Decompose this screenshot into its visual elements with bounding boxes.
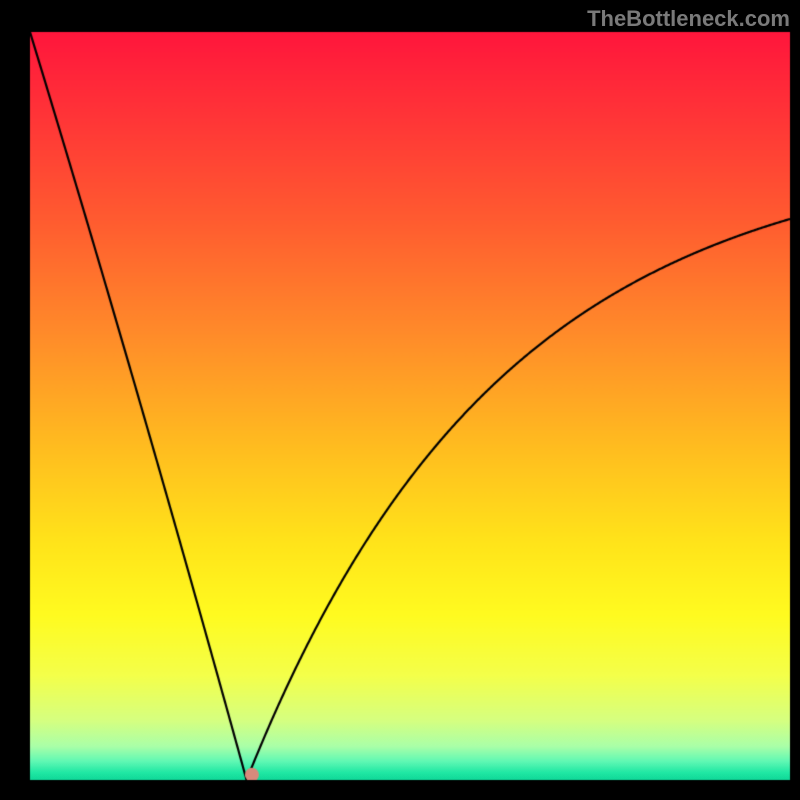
chart-container: TheBottleneck.com bbox=[0, 0, 800, 800]
bottleneck-chart-canvas bbox=[0, 0, 800, 800]
watermark-label: TheBottleneck.com bbox=[587, 6, 790, 32]
